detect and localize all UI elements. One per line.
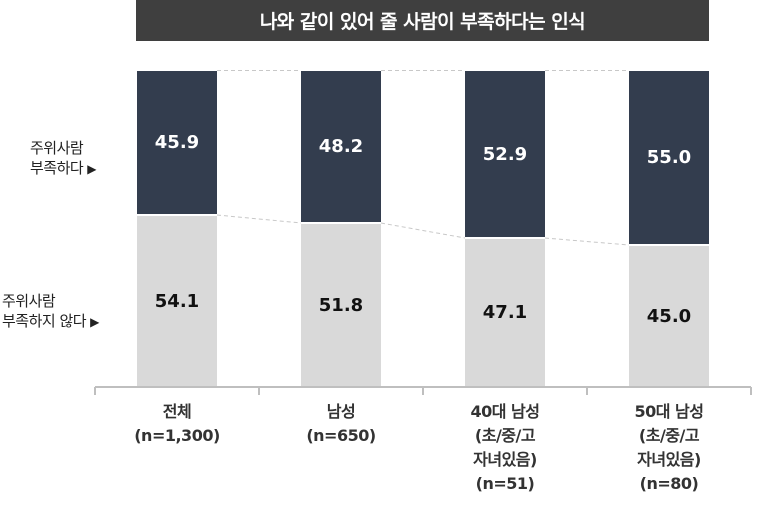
bar-segment-not-lacking: 45.0 bbox=[629, 246, 709, 386]
x-label-male: 남성 (n=650) bbox=[259, 400, 423, 448]
value-label: 45.0 bbox=[646, 305, 692, 327]
x-label-line: (n=1,300) bbox=[134, 426, 220, 445]
value-label: 45.9 bbox=[154, 132, 200, 153]
bar-segment-not-lacking: 54.1 bbox=[137, 216, 217, 386]
x-label-line: (초/중/고 bbox=[474, 426, 536, 445]
bar-segment-lacking: 45.9 bbox=[137, 71, 217, 214]
bar-male-50s: 55.0 45.0 bbox=[629, 71, 709, 386]
bar-total: 45.9 54.1 bbox=[137, 71, 217, 386]
x-label-male-50s: 50대 남성 (초/중/고 자녀있음) (n=80) bbox=[587, 400, 751, 496]
segment-divider bbox=[629, 244, 709, 246]
segment-divider bbox=[465, 237, 545, 239]
legend-bottom-series: 주위사람 부족하지 않다 ▶ bbox=[2, 291, 99, 332]
bar-segment-not-lacking: 51.8 bbox=[301, 224, 381, 386]
value-label: 52.9 bbox=[482, 143, 528, 165]
legend-top-line2: 부족하다 bbox=[30, 159, 84, 177]
boundary-connector-lines bbox=[216, 214, 630, 246]
x-label-male-40s: 40대 남성 (초/중/고 자녀있음) (n=51) bbox=[423, 400, 587, 496]
bar-male: 48.2 51.8 bbox=[301, 71, 381, 386]
x-axis bbox=[94, 386, 752, 395]
segment-divider bbox=[137, 214, 217, 216]
x-label-line: 50대 남성 bbox=[634, 402, 705, 421]
right-arrow-icon: ▶ bbox=[90, 315, 99, 329]
legend-top-series: 주위사람 부족하다 ▶ bbox=[30, 138, 96, 179]
segment-divider bbox=[301, 222, 381, 224]
bar-male-40s: 52.9 47.1 bbox=[465, 71, 545, 386]
x-label-line: 자녀있음) bbox=[637, 450, 701, 469]
chart-title: 나와 같이 있어 줄 사람이 부족하다는 인식 bbox=[136, 0, 709, 41]
x-label-line: 전체 bbox=[162, 402, 192, 421]
value-label: 51.8 bbox=[318, 294, 364, 316]
bar-segment-lacking: 55.0 bbox=[629, 71, 709, 244]
x-label-line: (n=650) bbox=[306, 426, 376, 445]
value-label: 48.2 bbox=[318, 136, 364, 157]
bar-segment-not-lacking: 47.1 bbox=[465, 239, 545, 386]
legend-bottom-line2: 부족하지 않다 bbox=[2, 312, 87, 330]
legend-top-line1: 주위사람 bbox=[30, 139, 84, 157]
bar-segment-lacking: 48.2 bbox=[301, 71, 381, 222]
value-label: 54.1 bbox=[154, 290, 200, 312]
x-label-line: (n=51) bbox=[475, 474, 535, 493]
x-label-line: (초/중/고 bbox=[638, 426, 700, 445]
x-label-line: 자녀있음) bbox=[473, 450, 537, 469]
legend-bottom-line1: 주위사람 bbox=[2, 292, 56, 310]
right-arrow-icon: ▶ bbox=[87, 162, 96, 176]
x-label-line: 40대 남성 bbox=[470, 402, 541, 421]
value-label: 55.0 bbox=[646, 147, 692, 168]
chart-title-text: 나와 같이 있어 줄 사람이 부족하다는 인식 bbox=[259, 11, 586, 33]
x-label-line: 남성 bbox=[326, 402, 356, 421]
x-label-total: 전체 (n=1,300) bbox=[95, 400, 259, 448]
x-label-line: (n=80) bbox=[639, 474, 699, 493]
value-label: 47.1 bbox=[482, 302, 528, 323]
bar-segment-lacking: 52.9 bbox=[465, 71, 545, 237]
